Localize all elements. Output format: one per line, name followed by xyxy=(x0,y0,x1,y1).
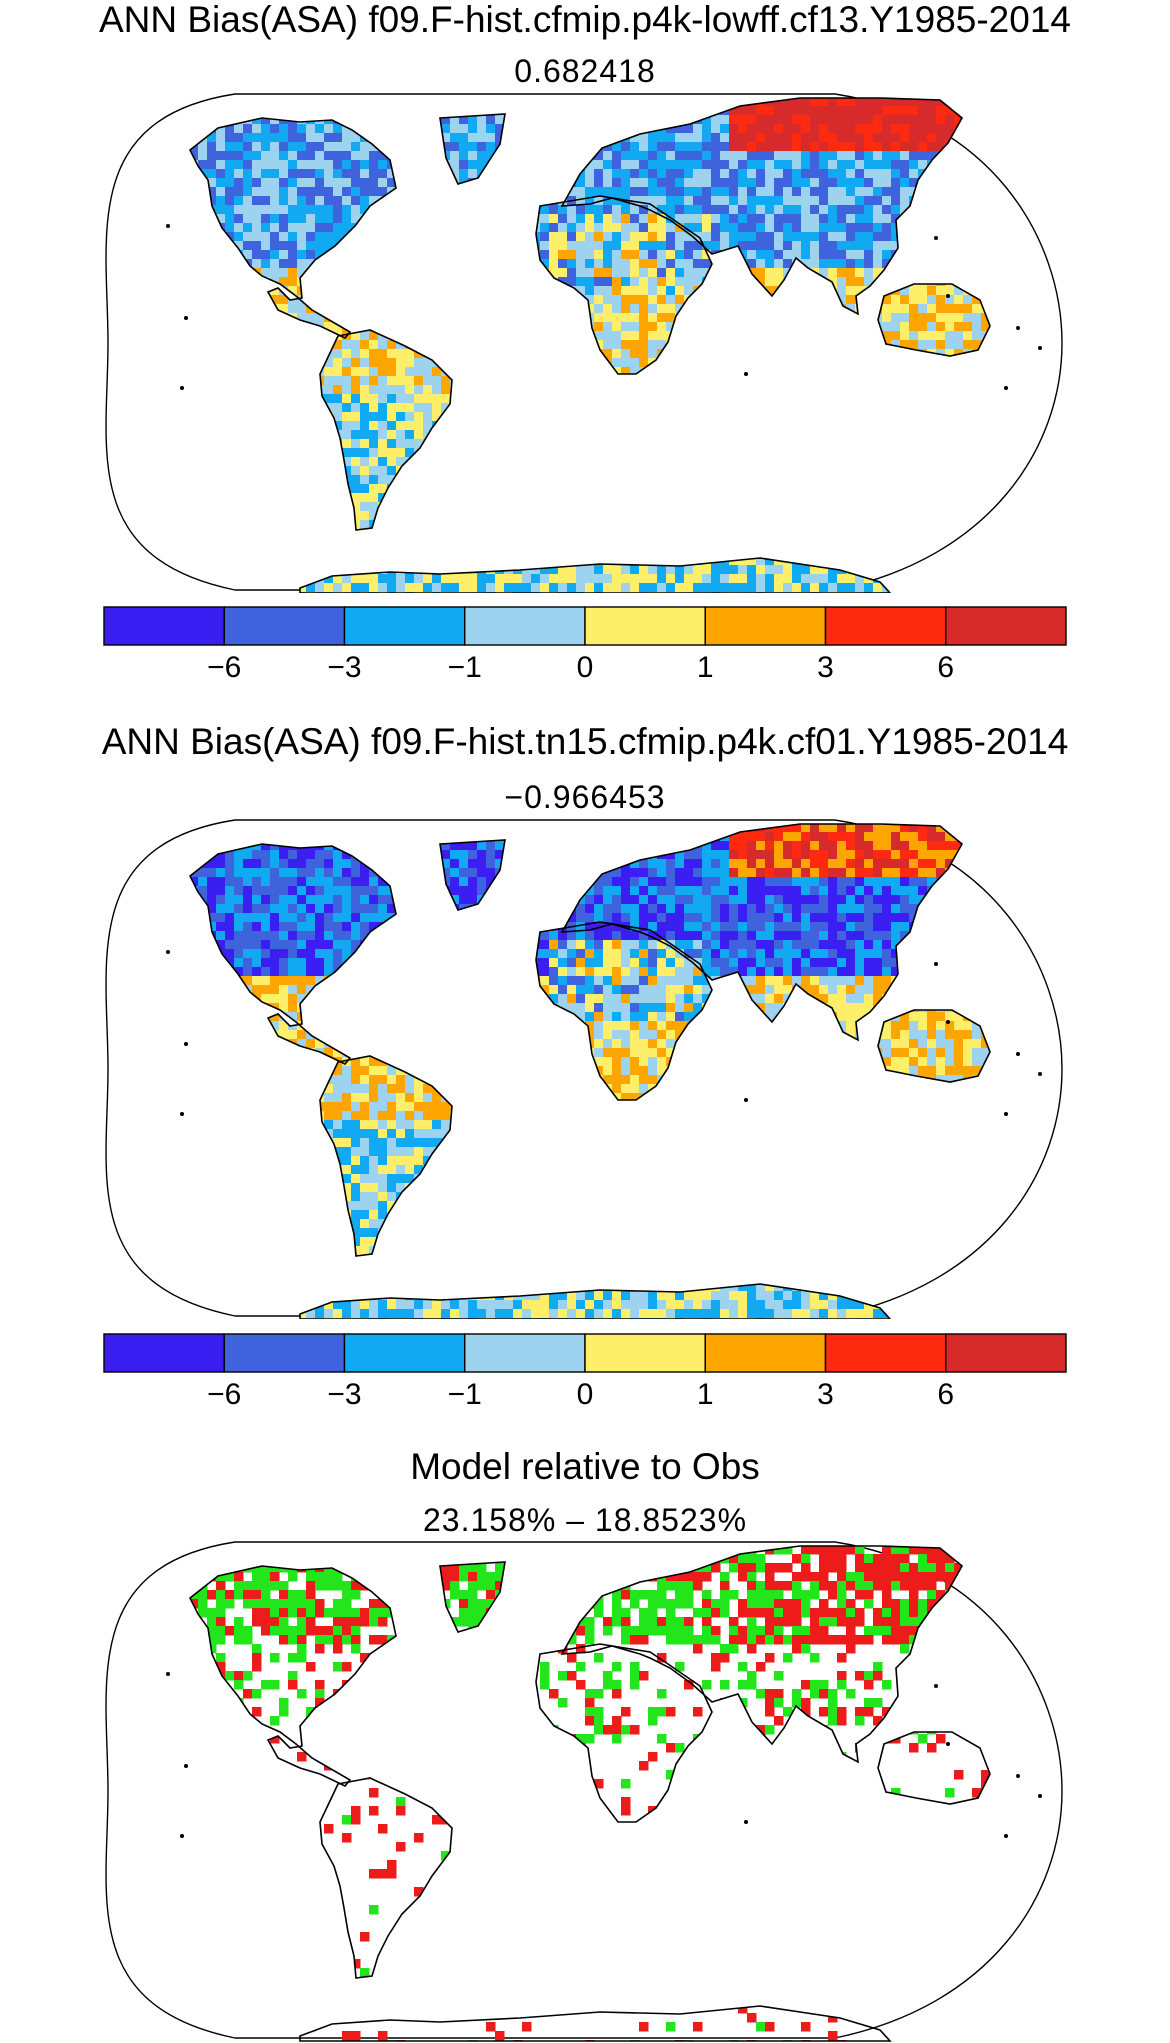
coastline-greenland xyxy=(439,839,506,911)
coastline-australia xyxy=(877,283,991,357)
island-marker xyxy=(180,1112,184,1116)
colorbar-swatch xyxy=(343,606,466,646)
island-marker xyxy=(184,316,188,320)
colorbar-swatch xyxy=(343,1333,466,1373)
colorbar-swatch xyxy=(103,606,225,646)
colorbar-swatch xyxy=(464,1333,586,1373)
island-marker xyxy=(166,224,170,228)
panel-1-value: 0.682418 xyxy=(514,53,656,89)
colorbar-swatch xyxy=(704,606,827,646)
island-marker xyxy=(1004,386,1008,390)
colorbar-tick-label: 3 xyxy=(817,1378,834,1410)
colorbar-swatch xyxy=(945,1333,1067,1373)
island-marker xyxy=(166,950,170,954)
coastline-antarctica xyxy=(299,2005,892,2042)
island-marker xyxy=(184,1764,188,1768)
coastline-australia xyxy=(877,1009,991,1083)
colorbar-tick-label: 6 xyxy=(937,1378,954,1410)
panel-2-title: ANN Bias(ASA) f09.F-hist.tn15.cfmip.p4k.… xyxy=(101,721,1069,762)
colorbar-tick-label: 6 xyxy=(937,651,954,683)
coastlines xyxy=(166,823,1042,1319)
map-panel-2 xyxy=(105,819,1063,1319)
coastline-south-america xyxy=(319,1777,453,1979)
panel-3-title: Model relative to Obs xyxy=(410,1446,760,1487)
coastline-antarctica xyxy=(299,557,892,593)
coastline-africa xyxy=(535,1643,713,1823)
colorbar-tick-label: −6 xyxy=(207,651,241,683)
colorbar-tick-label: −1 xyxy=(448,651,482,683)
coastline-south-america xyxy=(319,329,453,531)
island-marker xyxy=(180,386,184,390)
island-marker xyxy=(184,1042,188,1046)
coastlines xyxy=(166,1545,1042,2042)
coastline-greenland xyxy=(439,113,506,185)
colorbar-tick-label: 1 xyxy=(697,651,714,683)
island-marker xyxy=(180,1834,184,1838)
coastline-africa xyxy=(535,195,713,375)
coastline-eurasia xyxy=(560,823,964,1042)
island-marker xyxy=(934,962,938,966)
island-marker xyxy=(1016,1052,1020,1056)
coastline-eurasia xyxy=(560,1545,964,1764)
coastline-north-america xyxy=(188,1565,397,1787)
colorbar-swatch xyxy=(824,1333,947,1373)
coastline-australia xyxy=(877,1731,991,1805)
coastline-antarctica xyxy=(299,1283,892,1319)
island-marker xyxy=(166,1672,170,1676)
panel-2-value: −0.966453 xyxy=(504,779,666,815)
colorbar-swatch xyxy=(223,1333,346,1373)
island-marker xyxy=(744,1098,748,1102)
colorbar-tick-label: −1 xyxy=(448,1378,482,1410)
island-marker xyxy=(1038,346,1042,350)
map-panel-1 xyxy=(105,93,1063,593)
island-marker xyxy=(934,236,938,240)
island-marker xyxy=(946,1742,950,1746)
island-marker xyxy=(1038,1072,1042,1076)
map-panel-3 xyxy=(105,1541,1063,2042)
panel-3-value: 23.158% – 18.8523% xyxy=(422,1502,748,1538)
island-marker xyxy=(946,1020,950,1024)
island-marker xyxy=(946,294,950,298)
colorbar-swatch xyxy=(704,1333,827,1373)
colorbar-swatch xyxy=(223,606,346,646)
colorbar-1: −6 −3 −1 0 1 3 6 xyxy=(103,606,1067,683)
colorbar-swatch xyxy=(584,1333,706,1373)
colorbar-swatch xyxy=(584,606,706,646)
island-marker xyxy=(1016,326,1020,330)
colorbar-tick-label: −6 xyxy=(207,1378,241,1410)
colorbar-swatch xyxy=(103,1333,225,1373)
coastlines xyxy=(166,97,1042,593)
coastline-north-america xyxy=(188,117,397,339)
island-marker xyxy=(934,1684,938,1688)
coastline-eurasia xyxy=(560,97,964,316)
island-marker xyxy=(1038,1794,1042,1798)
coastline-north-america xyxy=(188,843,397,1065)
panel-1-title: ANN Bias(ASA) f09.F-hist.cfmip.p4k-lowff… xyxy=(98,0,1071,40)
island-marker xyxy=(744,372,748,376)
colorbar-tick-label: 0 xyxy=(577,1378,594,1410)
colorbar-tick-label: −3 xyxy=(327,651,361,683)
colorbar-swatch xyxy=(824,606,947,646)
colorbar-tick-label: 1 xyxy=(697,1378,714,1410)
island-marker xyxy=(1004,1834,1008,1838)
colorbar-tick-label: 3 xyxy=(817,651,834,683)
colorbar-swatch xyxy=(945,606,1067,646)
colorbar-swatch xyxy=(464,606,586,646)
coastline-greenland xyxy=(439,1561,506,1633)
colorbar-tick-label: −3 xyxy=(327,1378,361,1410)
colorbar-tick-label: 0 xyxy=(577,651,594,683)
colorbar-2: −6 −3 −1 0 1 3 6 xyxy=(103,1333,1067,1410)
coastline-africa xyxy=(535,921,713,1101)
coastline-south-america xyxy=(319,1055,453,1257)
island-marker xyxy=(744,1820,748,1824)
island-marker xyxy=(1016,1774,1020,1778)
island-marker xyxy=(1004,1112,1008,1116)
